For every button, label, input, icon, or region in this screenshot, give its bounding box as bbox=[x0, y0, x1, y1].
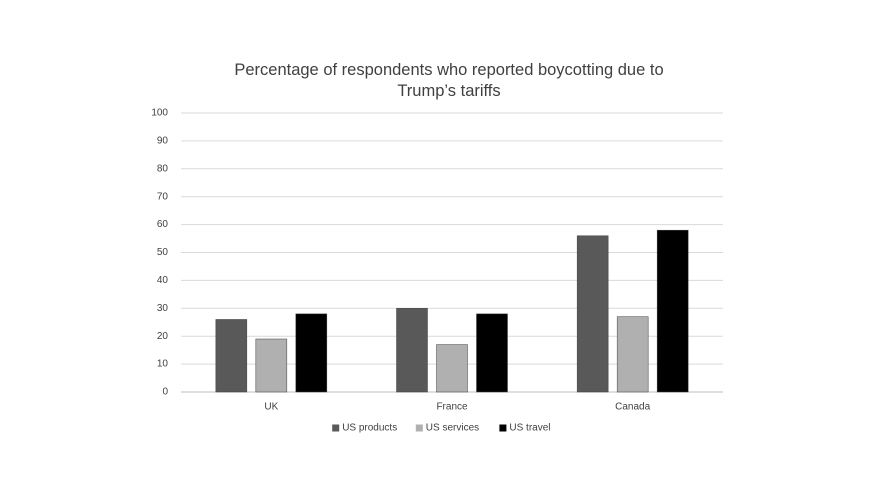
bar bbox=[215, 319, 248, 393]
legend-label: US travel bbox=[509, 423, 550, 434]
legend-swatch bbox=[332, 424, 340, 432]
legend-swatch bbox=[415, 424, 423, 432]
y-tick-label: 30 bbox=[157, 303, 169, 314]
y-tick-label: 0 bbox=[162, 387, 168, 398]
bar bbox=[396, 308, 428, 393]
chart-title: Percentage of respondents who reported b… bbox=[234, 61, 664, 100]
y-tick-label: 40 bbox=[157, 275, 169, 286]
x-tick-label: UK bbox=[264, 402, 278, 413]
bar bbox=[476, 313, 508, 393]
y-tick-label: 20 bbox=[157, 331, 169, 342]
legend-label: US products bbox=[342, 423, 397, 434]
legend-swatch bbox=[499, 424, 507, 432]
y-tick-label: 100 bbox=[151, 108, 168, 119]
bar bbox=[295, 313, 328, 393]
bar bbox=[255, 338, 288, 393]
legend-label: US services bbox=[426, 423, 479, 434]
y-tick-label: 80 bbox=[157, 163, 169, 174]
y-tick-label: 10 bbox=[157, 359, 169, 370]
y-tick-label: 90 bbox=[157, 136, 169, 147]
bar bbox=[616, 316, 649, 393]
bar bbox=[656, 229, 689, 393]
bar bbox=[576, 235, 609, 393]
bar bbox=[436, 344, 468, 393]
y-tick-label: 60 bbox=[157, 219, 169, 230]
y-tick-label: 50 bbox=[157, 247, 169, 258]
x-tick-label: France bbox=[436, 402, 468, 413]
y-tick-label: 70 bbox=[157, 191, 169, 202]
x-tick-label: Canada bbox=[615, 402, 650, 413]
